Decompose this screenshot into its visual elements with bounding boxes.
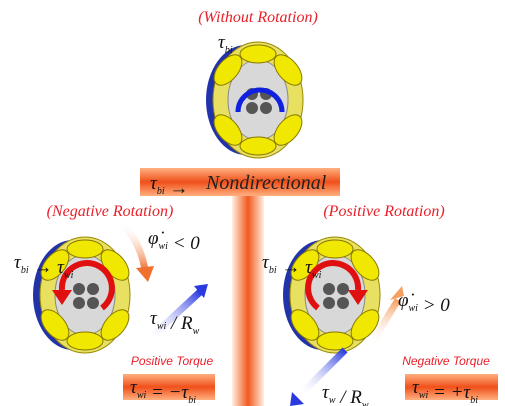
math-text: = −τ: [146, 382, 189, 403]
banner-text: Nondirectional: [205, 172, 327, 194]
arrow-head: [290, 392, 304, 406]
arrow-head: [136, 266, 154, 282]
math-text: τ: [412, 377, 420, 398]
subscript: w: [329, 395, 336, 406]
math-text: → τ: [29, 257, 66, 278]
wheel-right: [282, 236, 385, 354]
math-text: = +τ: [428, 382, 471, 403]
rate: φ̇wi > 0: [398, 290, 450, 316]
math-text: τ: [150, 308, 158, 329]
force: τw / Rw: [322, 382, 369, 406]
math-text: < 0: [168, 233, 200, 254]
math-text: → τ: [277, 257, 314, 278]
rate-arrow: [117, 219, 149, 271]
rate: φ̇wi < 0: [148, 228, 200, 254]
arrow-head: [194, 284, 208, 298]
subscript: w: [193, 326, 200, 337]
math-text: τ: [130, 377, 138, 398]
math-text: / R: [166, 313, 193, 334]
arrow-head: [52, 290, 72, 305]
subscript: bi: [225, 45, 233, 56]
subscript: bi: [269, 265, 277, 276]
math-text: τ: [218, 32, 226, 53]
wheel-left: [32, 236, 135, 354]
arrow-head: [348, 290, 368, 305]
math-text: τ: [322, 382, 330, 403]
torque-label: τbi: [218, 32, 233, 56]
subscript: wi: [419, 390, 429, 401]
subscript: w: [362, 400, 369, 406]
force-arrow: [145, 289, 203, 343]
caption: (Positive Rotation): [323, 203, 444, 220]
equation-box: [405, 374, 498, 400]
banner-math: τbi →: [150, 173, 188, 199]
subscript: wi: [159, 241, 169, 252]
subscript: bi: [470, 395, 478, 406]
rotation-arrow: [58, 260, 115, 311]
subscript: bi: [188, 395, 196, 406]
caption: (Without Rotation): [198, 9, 318, 26]
caption: (Negative Rotation): [47, 203, 174, 220]
force: τwi / Rw: [150, 308, 200, 337]
rotation-arrow: [305, 260, 362, 311]
equation: τwi = +τbi: [412, 377, 478, 406]
rate-arrow: [368, 298, 401, 347]
torque-caption: Negative Torque: [402, 354, 490, 368]
equation-box: [123, 374, 215, 400]
math-text: τ: [150, 173, 158, 194]
banner: [140, 168, 340, 196]
torque-caption: Positive Torque: [131, 354, 214, 368]
subscript: bi: [157, 186, 165, 197]
vertical-bar: [232, 194, 264, 406]
subscript: wi: [137, 390, 147, 401]
force-arrow: [297, 347, 348, 398]
math-text: τ: [14, 252, 22, 273]
subscript: wi: [157, 321, 167, 332]
wheel-top: [205, 41, 308, 159]
math-text: / R: [335, 387, 362, 406]
equation: τwi = −τbi: [130, 377, 196, 406]
math-text: →: [165, 178, 189, 199]
mapping: τbi → τwi: [262, 252, 322, 281]
mapping: τbi → τwi: [14, 252, 74, 281]
arrow-head: [390, 286, 404, 300]
math-text: > 0: [418, 295, 450, 316]
rotation-arc: [235, 87, 285, 113]
subscript: wi: [409, 303, 419, 314]
subscript: wi: [64, 270, 74, 281]
subscript: bi: [21, 265, 29, 276]
subscript: wi: [312, 270, 322, 281]
math-text: τ: [262, 252, 270, 273]
